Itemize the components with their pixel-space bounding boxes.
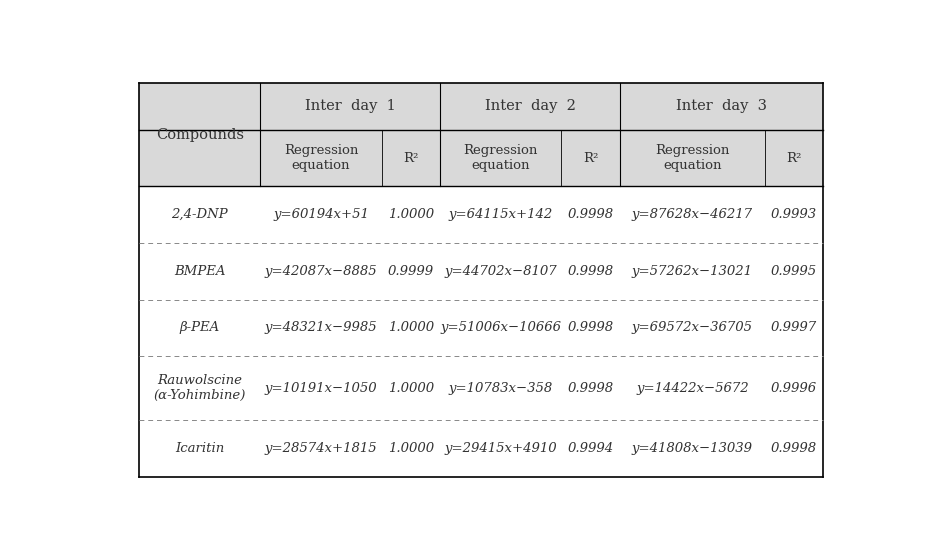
Text: y=87628x−46217: y=87628x−46217 [632, 208, 753, 221]
Text: 0.9994: 0.9994 [567, 442, 614, 455]
Text: 0.9993: 0.9993 [771, 208, 817, 221]
Text: 0.9996: 0.9996 [771, 382, 817, 395]
Text: y=51006x−10666: y=51006x−10666 [440, 321, 562, 334]
Text: y=44702x−8107: y=44702x−8107 [444, 265, 557, 278]
Text: y=10191x−1050: y=10191x−1050 [265, 382, 377, 395]
Bar [139, 356, 824, 420]
Text: y=64115x+142: y=64115x+142 [449, 208, 553, 221]
Text: 0.9998: 0.9998 [771, 442, 817, 455]
Text: 0.9999: 0.9999 [388, 265, 434, 278]
Text: R²: R² [403, 151, 419, 164]
Text: 1.0000: 1.0000 [388, 382, 434, 395]
Text: y=28574x+1815: y=28574x+1815 [265, 442, 377, 455]
Text: Rauwolscine
(α-Yohimbine): Rauwolscine (α-Yohimbine) [154, 374, 246, 402]
Text: Inter  day  3: Inter day 3 [676, 100, 767, 113]
Text: 0.9998: 0.9998 [567, 265, 614, 278]
Text: y=10783x−358: y=10783x−358 [449, 382, 553, 395]
Bar [139, 130, 824, 186]
Text: Regression
equation: Regression equation [655, 144, 730, 172]
Text: R²: R² [786, 151, 802, 164]
Text: 2,4-DNP: 2,4-DNP [172, 208, 228, 221]
Text: Icaritin: Icaritin [176, 442, 224, 455]
Text: y=29415x+4910: y=29415x+4910 [444, 442, 557, 455]
Text: 1.0000: 1.0000 [388, 321, 434, 334]
Text: Regression
equation: Regression equation [464, 144, 538, 172]
Text: 1.0000: 1.0000 [388, 208, 434, 221]
Text: R²: R² [583, 151, 598, 164]
Bar [139, 300, 824, 356]
Text: 0.9995: 0.9995 [771, 265, 817, 278]
Text: 0.9998: 0.9998 [567, 208, 614, 221]
Text: y=69572x−36705: y=69572x−36705 [632, 321, 753, 334]
Text: y=57262x−13021: y=57262x−13021 [632, 265, 753, 278]
Text: Regression
equation: Regression equation [284, 144, 358, 172]
Text: 0.9998: 0.9998 [567, 321, 614, 334]
Text: 0.9997: 0.9997 [771, 321, 817, 334]
Text: 1.0000: 1.0000 [388, 442, 434, 455]
Text: y=60194x+51: y=60194x+51 [273, 208, 369, 221]
Text: BMPEA: BMPEA [174, 265, 225, 278]
Text: Inter  day  1: Inter day 1 [305, 100, 395, 113]
Bar [139, 420, 824, 477]
Bar [139, 186, 824, 243]
Bar [139, 243, 824, 300]
Text: β-PEA: β-PEA [179, 321, 220, 334]
Text: Compounds: Compounds [156, 128, 244, 142]
Text: y=41808x−13039: y=41808x−13039 [632, 442, 753, 455]
Bar [139, 83, 824, 130]
Text: y=42087x−8885: y=42087x−8885 [265, 265, 377, 278]
Text: y=48321x−9985: y=48321x−9985 [265, 321, 377, 334]
Text: Inter  day  2: Inter day 2 [485, 100, 576, 113]
Text: y=14422x−5672: y=14422x−5672 [636, 382, 748, 395]
Text: 0.9998: 0.9998 [567, 382, 614, 395]
